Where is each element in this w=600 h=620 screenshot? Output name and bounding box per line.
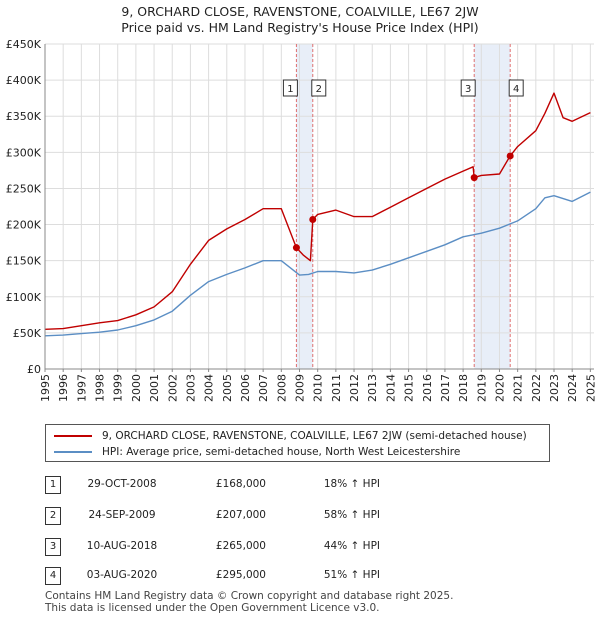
y-tick-label: £150K — [6, 255, 42, 268]
transaction-price: £207,000 — [215, 509, 266, 521]
footer: Contains HM Land Registry data © Crown c… — [45, 590, 453, 614]
transaction-row: 1 29-OCT-2008 £168,000 18% ↑ HPI — [0, 476, 600, 496]
x-tick-label: 2002 — [166, 374, 179, 402]
transaction-row: 4 03-AUG-2020 £295,000 51% ↑ HPI — [0, 567, 600, 587]
transaction-date: 24-SEP-2009 — [88, 509, 156, 521]
chart-subtitle: Price paid vs. HM Land Registry's House … — [121, 20, 479, 35]
transaction-number: 1 — [45, 476, 61, 494]
transaction-date: 03-AUG-2020 — [86, 569, 158, 581]
x-tick-label: 2013 — [366, 374, 379, 402]
y-tick-label: £300K — [6, 146, 42, 159]
y-tick-label: £200K — [6, 219, 42, 232]
y-tick-label: £250K — [6, 182, 42, 195]
sale-marker-labels: 1 2 3 4 — [282, 79, 524, 97]
footer-licence: This data is licensed under the Open Gov… — [45, 602, 380, 614]
transaction-date: 29-OCT-2008 — [87, 478, 157, 490]
sale-marker-lines — [295, 44, 511, 369]
x-tick-label: 2008 — [275, 374, 288, 402]
x-tick-label: 2024 — [566, 374, 579, 402]
x-tick-label: 1999 — [112, 374, 125, 402]
x-tick-label: 2019 — [475, 374, 488, 402]
y-tick-label: £50K — [13, 327, 42, 340]
legend-swatch-property — [54, 435, 92, 437]
price-chart: 1 2 3 4 £0 £50K £100K £150K £200K £250K £300K £350… — [6, 38, 598, 402]
sale-marker-box — [508, 79, 524, 97]
legend: 9, ORCHARD CLOSE, RAVENSTONE, COALVILLE,… — [45, 424, 550, 462]
transaction-number: 2 — [45, 507, 61, 525]
x-tick-label: 2012 — [348, 374, 361, 402]
sale-point — [292, 244, 300, 252]
x-tick-label: 1996 — [57, 374, 70, 402]
transaction-hpi: 44% ↑ HPI — [323, 540, 380, 552]
x-tick-label: 2003 — [184, 374, 197, 402]
sale-point — [309, 216, 317, 223]
x-tick-label: 1997 — [75, 374, 88, 402]
x-tick-label: 2004 — [203, 374, 216, 402]
sale-point — [506, 152, 514, 160]
sale-marker-box — [460, 79, 476, 97]
sale-point — [470, 174, 478, 182]
axes: £0 £50K £100K £150K £200K £250K £300K £350K £400… — [6, 38, 598, 402]
x-tick-label: 2016 — [421, 374, 434, 402]
x-tick-label: 2017 — [439, 374, 452, 402]
transaction-hpi: 51% ↑ HPI — [323, 569, 380, 581]
x-tick-label: 2011 — [330, 374, 343, 402]
x-tick-label: 2025 — [584, 374, 597, 402]
legend-label-property: 9, ORCHARD CLOSE, RAVENSTONE, COALVILLE,… — [102, 430, 527, 442]
transaction-hpi: 58% ↑ HPI — [323, 509, 380, 521]
footer-copyright: Contains HM Land Registry data © Crown c… — [45, 590, 454, 602]
y-tick-label: £0 — [27, 363, 41, 376]
transaction-row: 2 24-SEP-2009 £207,000 58% ↑ HPI — [0, 507, 600, 527]
transaction-price: £265,000 — [215, 540, 266, 552]
x-tick-label: 2010 — [312, 374, 325, 402]
hpi-line — [44, 191, 591, 337]
sale-marker-label: 2 — [316, 84, 322, 95]
transaction-number: 4 — [45, 567, 61, 585]
property-price-line — [44, 92, 591, 330]
legend-item-hpi: HPI: Average price, semi-detached house,… — [54, 444, 460, 460]
legend-label-hpi: HPI: Average price, semi-detached house,… — [102, 446, 461, 458]
sale-points — [292, 152, 514, 252]
x-tick-label: 2001 — [148, 374, 161, 402]
legend-item-property: 9, ORCHARD CLOSE, RAVENSTONE, COALVILLE,… — [54, 428, 527, 444]
y-tick-label: £100K — [6, 291, 42, 304]
x-tick-label: 2005 — [221, 374, 234, 402]
chart-title: 9, ORCHARD CLOSE, RAVENSTONE, COALVILLE,… — [121, 4, 479, 19]
y-tick-label: £350K — [6, 110, 42, 123]
sale-marker-label: 4 — [513, 84, 519, 95]
x-tick-label: 2006 — [239, 374, 252, 402]
x-tick-label: 2000 — [130, 374, 143, 402]
series-lines — [44, 92, 591, 337]
sale-marker-box — [282, 79, 298, 97]
x-tick-label: 2014 — [384, 374, 397, 402]
sale-marker-box — [311, 79, 327, 97]
transaction-hpi: 18% ↑ HPI — [323, 478, 380, 490]
transaction-price: £295,000 — [215, 569, 266, 581]
y-tick-label: £450K — [6, 38, 42, 51]
x-tick-label: 1998 — [94, 374, 107, 402]
transaction-number: 3 — [45, 538, 61, 556]
sale-period-shade — [296, 44, 313, 369]
x-tick-label: 2022 — [530, 374, 543, 402]
x-tick-label: 2020 — [493, 374, 506, 402]
x-tick-label: 2009 — [294, 374, 307, 402]
x-tick-label: 2018 — [457, 374, 470, 402]
sale-marker-label: 1 — [287, 84, 293, 95]
transaction-row: 3 10-AUG-2018 £265,000 44% ↑ HPI — [0, 538, 600, 558]
x-tick-label: 1995 — [39, 374, 52, 402]
transaction-price: £168,000 — [215, 478, 266, 490]
x-tick-label: 2023 — [548, 374, 561, 402]
x-tick-label: 2021 — [512, 374, 525, 402]
x-tick-label: 2015 — [403, 374, 416, 402]
legend-swatch-hpi — [54, 451, 92, 453]
y-tick-label: £400K — [6, 74, 42, 87]
x-tick-label: 2007 — [257, 374, 270, 402]
sale-period-shading — [296, 44, 511, 369]
transaction-date: 10-AUG-2018 — [86, 540, 158, 552]
sale-marker-label: 3 — [465, 84, 471, 95]
sale-period-shade — [474, 44, 511, 369]
